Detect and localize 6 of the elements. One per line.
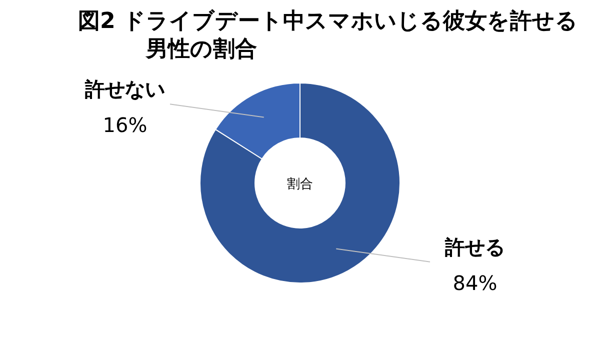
text: 割合 [287, 177, 313, 192]
slice-label: 許せる [444, 234, 505, 259]
data-label: 16% [102, 113, 148, 138]
chart-title: 図2 ドライブデート中スマホいじる彼女を許せる男性の割合 [78, 8, 579, 64]
data-label: 84% [452, 270, 498, 295]
slice-label: 許せない [84, 77, 165, 102]
